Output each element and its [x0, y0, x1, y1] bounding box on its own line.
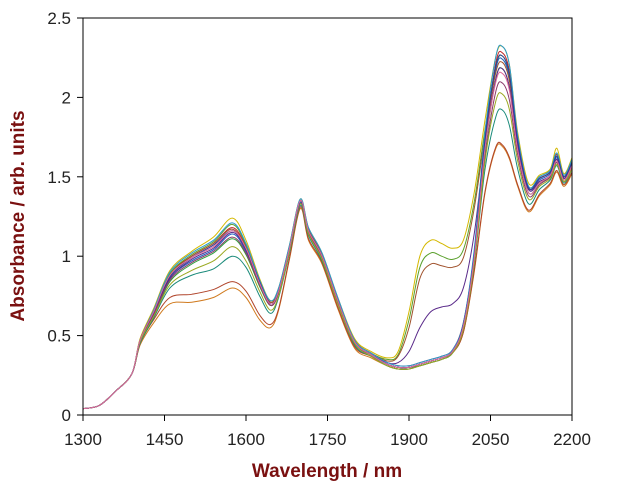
y-axis-ticks: 0 0.5 1 1.5 2 2.5	[47, 9, 83, 425]
y-tick-label: 2	[62, 88, 71, 107]
spectrum-line-4	[82, 45, 573, 410]
spectrum-line-5	[82, 54, 573, 410]
spectrum-line-2	[82, 50, 573, 410]
spectrum-line-7	[82, 67, 573, 410]
spectrum-line-15	[82, 71, 573, 410]
spectrum-line-3	[82, 67, 573, 410]
x-tick-label: 1300	[64, 430, 102, 449]
spectrum-line-14	[82, 54, 573, 410]
spectrum-line-11	[82, 44, 573, 410]
x-axis-title: Wavelength / nm	[252, 461, 402, 482]
y-tick-label: 0	[62, 406, 71, 425]
y-tick-label: 2.5	[47, 9, 71, 28]
x-tick-label: 2050	[472, 430, 510, 449]
x-axis-ticks: 1300 1450 1600 1750 1900 2050 2200	[64, 415, 591, 449]
y-tick-label: 1	[62, 247, 71, 266]
spectrum-line-6	[82, 61, 573, 410]
series-layer	[82, 44, 573, 410]
x-tick-label: 1450	[146, 430, 184, 449]
spectrum-line-12	[82, 81, 573, 410]
x-tick-label: 1600	[227, 430, 265, 449]
x-tick-label: 1900	[390, 430, 428, 449]
y-tick-label: 1.5	[47, 168, 71, 187]
spectrum-line-10	[82, 108, 573, 410]
y-tick-label: 0.5	[47, 327, 71, 346]
plot-frame	[82, 17, 573, 416]
x-tick-label: 1750	[309, 430, 347, 449]
spectrum-line-13	[82, 92, 573, 410]
y-axis-title: Absorbance / arb. units	[8, 110, 29, 321]
x-tick-label: 2200	[553, 430, 591, 449]
